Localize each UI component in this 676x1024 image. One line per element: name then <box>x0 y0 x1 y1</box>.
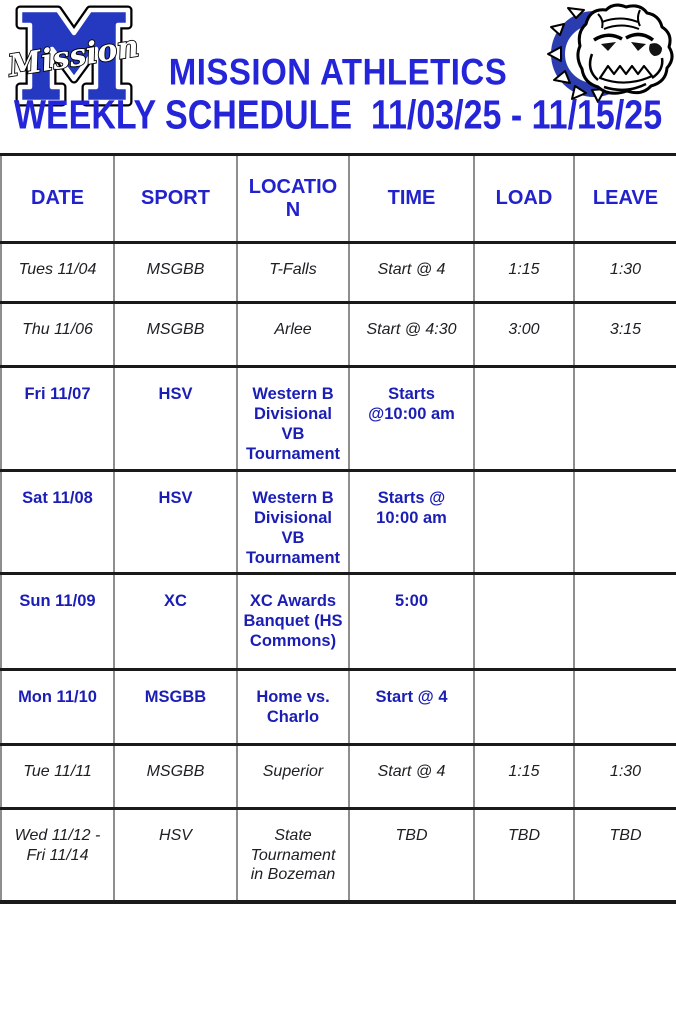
bulldog-icon <box>547 3 674 103</box>
cell-location: State Tournament in Bozeman <box>236 807 350 903</box>
cell-date: Tues 11/04 <box>0 241 115 304</box>
column-header-sport: SPORT <box>113 153 238 244</box>
cell-load: TBD <box>473 807 575 903</box>
table-row: Tues 11/04 MSGBB T-Falls Start @ 4 1:15 1:30 <box>0 241 676 304</box>
table-row: Wed 11/12 - Fri 11/14 HSV State Tournament… <box>0 807 676 903</box>
cell-load: 1:15 <box>473 241 575 304</box>
cell-date: Thu 11/06 <box>0 301 115 368</box>
cell-location: Home vs. Charlo <box>236 668 350 746</box>
table-row: Sat 11/08 HSV Western B Divisional VB Tour… <box>0 468 676 575</box>
cell-time: Starts @ 10:00 am <box>348 468 475 575</box>
cell-sport: HSV <box>113 365 238 472</box>
cell-load <box>473 468 575 575</box>
cell-time: 5:00 <box>348 572 475 671</box>
table-header-row: DATE SPORT LOCATION TIME LOAD LEAVE <box>0 153 676 244</box>
schedule-date-range-title: WEEKLY SCHEDULE 11/03/25 - 11/15/25 <box>13 92 663 139</box>
mission-m-logo: Mission <box>4 2 144 108</box>
cell-time: Start @ 4 <box>348 241 475 304</box>
table-row: Fri 11/07 HSV Western B Divisional VB Tour… <box>0 365 676 472</box>
cell-date: Wed 11/12 - Fri 11/14 <box>0 807 115 903</box>
cell-leave <box>573 572 676 671</box>
cell-sport: HSV <box>113 807 238 903</box>
cell-sport: MSGBB <box>113 743 238 810</box>
cell-leave: 1:30 <box>573 743 676 810</box>
column-header-location: LOCATION <box>236 153 350 244</box>
column-header-time: TIME <box>348 153 475 244</box>
cell-leave <box>573 668 676 746</box>
column-header-load: LOAD <box>473 153 575 244</box>
cell-location: Arlee <box>236 301 350 368</box>
cell-leave: TBD <box>573 807 676 903</box>
cell-date: Fri 11/07 <box>0 365 115 472</box>
cell-time: TBD <box>348 807 475 903</box>
table-row: Sun 11/09 XC XC Awards Banquet (HS Commons… <box>0 572 676 671</box>
cell-load <box>473 668 575 746</box>
cell-location: Western B Divisional VB Tournament <box>236 468 350 575</box>
cell-date: Sun 11/09 <box>0 572 115 671</box>
cell-time: Starts @10:00 am <box>348 365 475 472</box>
cell-sport: MSGBB <box>113 241 238 304</box>
cell-location: XC Awards Banquet (HS Commons) <box>236 572 350 671</box>
cell-date: Mon 11/10 <box>0 668 115 746</box>
bulldog-mascot-logo <box>546 0 676 104</box>
column-header-date: DATE <box>0 153 115 244</box>
cell-leave <box>573 468 676 575</box>
cell-time: Start @ 4:30 <box>348 301 475 368</box>
cell-location: Superior <box>236 743 350 810</box>
cell-leave: 1:30 <box>573 241 676 304</box>
cell-sport: XC <box>113 572 238 671</box>
column-header-leave: LEAVE <box>573 153 676 244</box>
cell-load: 3:00 <box>473 301 575 368</box>
cell-leave: 3:15 <box>573 301 676 368</box>
mission-m-icon: Mission <box>4 5 142 107</box>
page-title: MISSION ATHLETICS <box>168 50 508 93</box>
cell-sport: MSGBB <box>113 668 238 746</box>
cell-load <box>473 572 575 671</box>
cell-date: Sat 11/08 <box>0 468 115 575</box>
cell-location: T-Falls <box>236 241 350 304</box>
cell-load: 1:15 <box>473 743 575 810</box>
cell-location: Western B Divisional VB Tournament <box>236 365 350 472</box>
cell-date: Tue 11/11 <box>0 743 115 810</box>
table-row: Thu 11/06 MSGBB Arlee Start @ 4:30 3:00 3:15 <box>0 301 676 368</box>
schedule-table: DATE SPORT LOCATION TIME LOAD LEAVE Tues 11/0… <box>0 153 676 904</box>
table-row: Tue 11/11 MSGBB Superior Start @ 4 1:15 1:30 <box>0 743 676 810</box>
cell-load <box>473 365 575 472</box>
cell-time: Start @ 4 <box>348 743 475 810</box>
table-row: Mon 11/10 MSGBB Home vs. Charlo Start @ 4 <box>0 668 676 746</box>
cell-sport: MSGBB <box>113 301 238 368</box>
cell-sport: HSV <box>113 468 238 575</box>
cell-time: Start @ 4 <box>348 668 475 746</box>
cell-leave <box>573 365 676 472</box>
